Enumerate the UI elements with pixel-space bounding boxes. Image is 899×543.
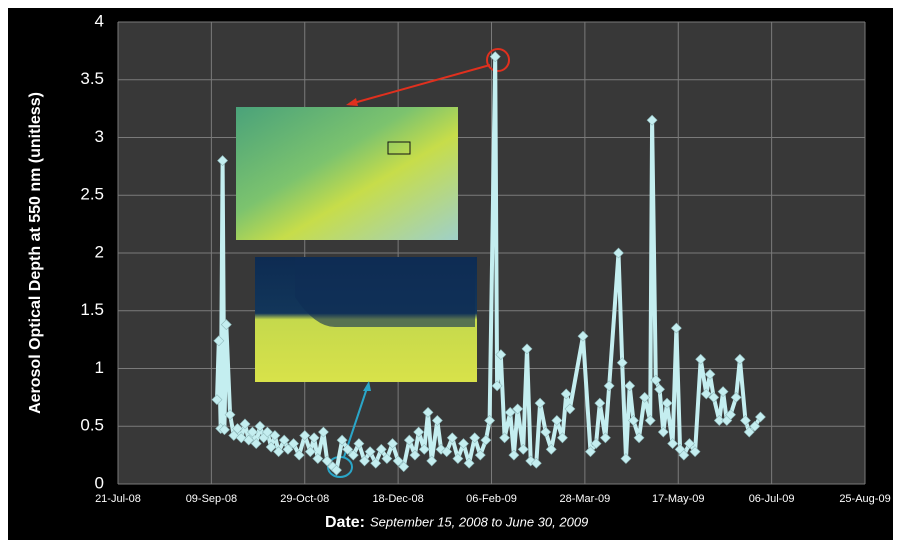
x-tick-label: 28-Mar-09 <box>560 493 611 505</box>
y-axis-label: Aerosol Optical Depth at 550 nm (unitles… <box>27 92 44 414</box>
x-tick-label: 25-Aug-09 <box>839 493 890 505</box>
y-tick-label: 4 <box>95 11 104 30</box>
y-tick-label: 1.5 <box>80 300 104 319</box>
x-tick-label: 17-May-09 <box>652 493 705 505</box>
y-tick-label: 2 <box>95 242 104 261</box>
x-axis-label: Date: <box>325 514 365 531</box>
chart: 0 0.5 1 1.5 2 2.5 3 3.5 4 21-Jul-08 09-Sep-08 29-Oc… <box>0 0 899 543</box>
x-axis-sublabel: September 15, 2008 to June 30, 2009 <box>370 514 588 529</box>
y-tick-label: 3.5 <box>80 69 104 88</box>
y-tick-label: 0.5 <box>80 416 104 435</box>
y-tick-label: 0 <box>95 473 104 492</box>
x-tick-label: 18-Dec-08 <box>372 493 423 505</box>
y-tick-label: 3 <box>95 127 104 146</box>
x-tick-label: 06-Feb-09 <box>466 493 517 505</box>
x-tick-label: 29-Oct-08 <box>280 493 329 505</box>
y-tick-label: 1 <box>95 358 104 377</box>
y-tick-label: 2.5 <box>80 185 104 204</box>
x-tick-label: 06-Jul-09 <box>749 493 795 505</box>
x-tick-label: 09-Sep-08 <box>186 493 237 505</box>
x-tick-label: 21-Jul-08 <box>95 493 141 505</box>
